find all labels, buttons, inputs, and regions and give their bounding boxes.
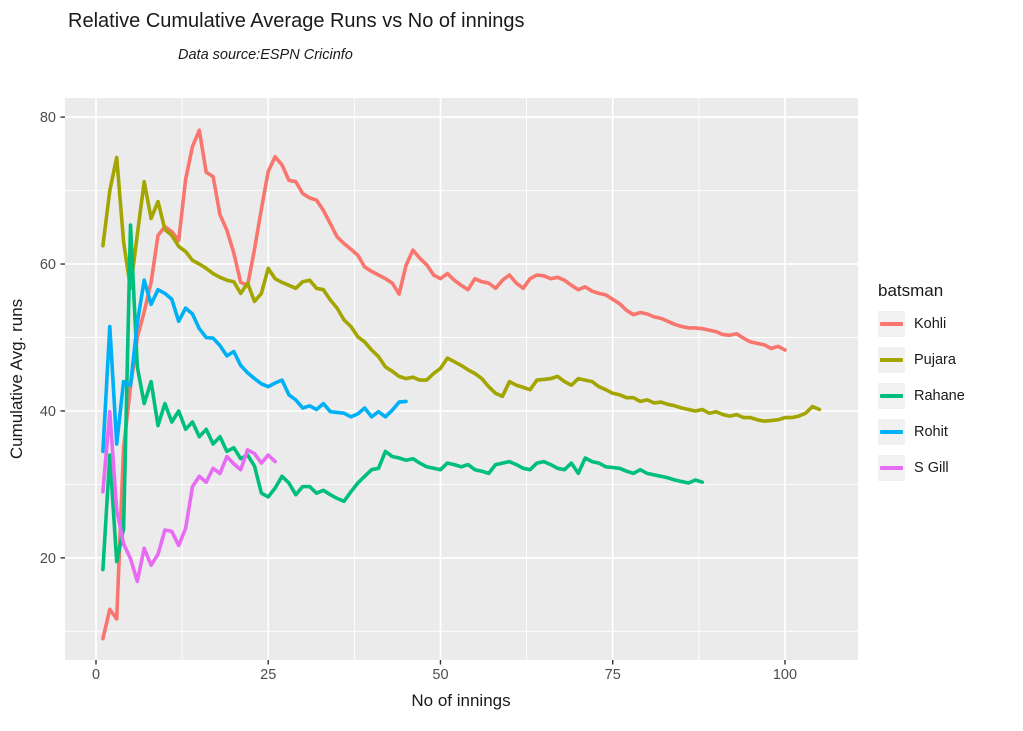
series-line-pujara xyxy=(101,155,822,424)
y-tick-label: 40 xyxy=(40,404,56,420)
legend-key-pujara xyxy=(878,347,905,373)
y-tick-label: 80 xyxy=(40,110,56,126)
y-tick-label: 20 xyxy=(40,551,56,567)
panel-background xyxy=(65,98,858,660)
legend-swatch-kohli xyxy=(880,322,903,326)
series-line-rahane xyxy=(101,223,705,572)
legend-label-s-gill: S Gill xyxy=(914,460,949,476)
x-tick-label: 25 xyxy=(260,667,276,683)
legend-label-kohli: Kohli xyxy=(914,316,947,332)
legend-items: Kohli Pujara Rahane Rohit S Gill xyxy=(878,311,965,481)
x-tick-label: 100 xyxy=(773,667,797,683)
x-tick-label: 0 xyxy=(92,667,100,683)
series-line-rohit xyxy=(101,278,408,454)
x-tick-label: 75 xyxy=(605,667,621,683)
legend-swatch-rohit xyxy=(880,430,903,434)
legend-key-s-gill xyxy=(878,455,905,481)
legend-title: batsman xyxy=(878,281,944,300)
x-tick-label: 50 xyxy=(432,667,448,683)
legend: batsman Kohli Pujara Rahane Rohit S Gill xyxy=(878,281,965,491)
legend-key-rohit xyxy=(878,419,905,445)
legend-swatch-rahane xyxy=(880,394,903,398)
legend-label-pujara: Pujara xyxy=(914,352,956,368)
legend-label-rohit: Rohit xyxy=(914,424,948,440)
legend-item-rahane: Rahane xyxy=(878,383,965,409)
x-axis-title: No of innings xyxy=(411,691,511,710)
legend-swatch-pujara xyxy=(880,358,903,362)
legend-item-pujara: Pujara xyxy=(878,347,965,373)
legend-swatch-s-gill xyxy=(880,466,903,470)
y-tick-label: 60 xyxy=(40,257,56,273)
legend-key-rahane xyxy=(878,383,905,409)
chart-subtitle: Data source:ESPN Cricinfo xyxy=(178,47,353,63)
legend-item-kohli: Kohli xyxy=(878,311,965,337)
series-line-kohli xyxy=(101,128,787,641)
legend-label-rahane: Rahane xyxy=(914,388,965,404)
chart-title: Relative Cumulative Average Runs vs No o… xyxy=(68,10,525,32)
series-line-s-gill xyxy=(101,409,277,584)
legend-item-rohit: Rohit xyxy=(878,419,965,445)
legend-key-kohli xyxy=(878,311,905,337)
legend-item-s-gill: S Gill xyxy=(878,455,965,481)
